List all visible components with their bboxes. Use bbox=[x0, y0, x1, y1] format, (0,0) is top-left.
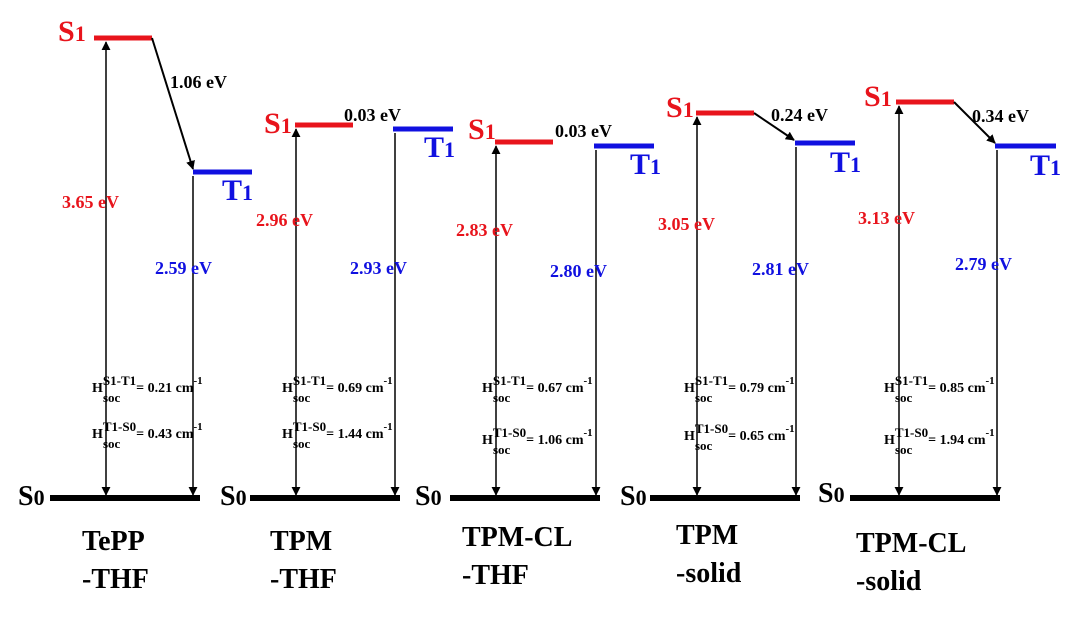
soc-t1s0-label: HT1-S0= 0.65 cm-1 bbox=[684, 421, 795, 444]
soc-s1t1-subscript: soc bbox=[493, 390, 511, 405]
s1-label: S1 bbox=[864, 80, 892, 113]
s1-energy-label: 2.96 eV bbox=[256, 210, 313, 230]
soc-t1s0-label: HT1-S0= 1.06 cm-1 bbox=[482, 425, 593, 448]
t1-energy-label: 2.80 eV bbox=[550, 261, 607, 281]
s1-label: S1 bbox=[666, 91, 694, 124]
panel-name-line2: -solid bbox=[856, 566, 922, 597]
soc-t1s0-subscript: soc bbox=[103, 436, 121, 451]
s1-label: S1 bbox=[58, 15, 86, 48]
t1-label: T1 bbox=[222, 174, 253, 207]
panel-name-line1: TPM-CL bbox=[856, 528, 966, 559]
panel-tpm-cl-thf: S1 T1 S0 2.83 eV 2.80 eV 0.03 eV HS1-T1=… bbox=[415, 113, 661, 591]
soc-t1s0-label: HT1-S0= 0.43 cm-1 bbox=[92, 419, 203, 442]
soc-s1t1-subscript: soc bbox=[895, 390, 913, 405]
t1-energy-label: 2.79 eV bbox=[955, 254, 1012, 274]
soc-s1t1-label: HS1-T1= 0.85 cm-1 bbox=[884, 373, 995, 396]
panel-name-line2: -solid bbox=[676, 558, 742, 589]
soc-t1s0-subscript: soc bbox=[293, 436, 311, 451]
soc-s1t1-subscript: soc bbox=[293, 390, 311, 405]
s1-energy-label: 3.65 eV bbox=[62, 192, 119, 212]
s0-label: S0 bbox=[818, 478, 845, 509]
soc-s1t1-label: HS1-T1= 0.21 cm-1 bbox=[92, 373, 203, 396]
isc-arrow bbox=[753, 112, 795, 141]
t1-label: T1 bbox=[630, 148, 661, 181]
s1-energy-label: 3.13 eV bbox=[858, 208, 915, 228]
panel-tepp-thf: S1 T1 S0 3.65 eV 2.59 eV 1.06 eV HS1-T1=… bbox=[18, 15, 253, 595]
s1-label: S1 bbox=[468, 113, 496, 146]
gap-energy-label: 1.06 eV bbox=[170, 72, 227, 92]
soc-t1s0-label: HT1-S0= 1.94 cm-1 bbox=[884, 425, 995, 448]
panel-name-line1: TePP bbox=[82, 526, 145, 557]
gap-energy-label: 0.24 eV bbox=[771, 105, 828, 125]
t1-label: T1 bbox=[424, 131, 455, 164]
panel-name-line1: TPM-CL bbox=[462, 522, 572, 553]
t1-energy-label: 2.93 eV bbox=[350, 258, 407, 278]
panel-tpm-cl-solid: S1 T1 S0 3.13 eV 2.79 eV 0.34 eV HS1-T1=… bbox=[818, 80, 1061, 597]
t1-energy-label: 2.81 eV bbox=[752, 259, 809, 279]
soc-s1t1-label: HS1-T1= 0.69 cm-1 bbox=[282, 373, 393, 396]
panel-name-line2: -THF bbox=[462, 560, 529, 591]
panel-name-line1: TPM bbox=[676, 520, 738, 551]
soc-s1t1-label: HS1-T1= 0.79 cm-1 bbox=[684, 373, 795, 396]
t1-energy-label: 2.59 eV bbox=[155, 258, 212, 278]
s0-label: S0 bbox=[18, 481, 45, 512]
soc-s1t1-subscript: soc bbox=[103, 390, 121, 405]
panel-tpm-solid: S1 T1 S0 3.05 eV 2.81 eV 0.24 eV HS1-T1=… bbox=[620, 91, 861, 589]
soc-s1t1-label: HS1-T1= 0.67 cm-1 bbox=[482, 373, 593, 396]
s0-label: S0 bbox=[620, 481, 647, 512]
panel-name-line1: TPM bbox=[270, 526, 332, 557]
s1-label: S1 bbox=[264, 107, 292, 140]
t1-label: T1 bbox=[1030, 149, 1061, 182]
soc-t1s0-label: HT1-S0= 1.44 cm-1 bbox=[282, 419, 393, 442]
s1-energy-label: 3.05 eV bbox=[658, 214, 715, 234]
gap-energy-label: 0.34 eV bbox=[972, 106, 1029, 126]
s0-label: S0 bbox=[415, 481, 442, 512]
gap-energy-label: 0.03 eV bbox=[344, 105, 401, 125]
panel-name-line2: -THF bbox=[82, 564, 149, 595]
panel-name-line2: -THF bbox=[270, 564, 337, 595]
isc-arrow bbox=[151, 37, 195, 170]
soc-s1t1-subscript: soc bbox=[695, 390, 713, 405]
s1-energy-label: 2.83 eV bbox=[456, 220, 513, 240]
soc-t1s0-subscript: soc bbox=[895, 442, 913, 457]
soc-t1s0-subscript: soc bbox=[493, 442, 511, 457]
gap-energy-label: 0.03 eV bbox=[555, 121, 612, 141]
soc-t1s0-subscript: soc bbox=[695, 438, 713, 453]
panel-tpm-thf: S1 T1 S0 2.96 eV 2.93 eV 0.03 eV HS1-T1=… bbox=[220, 105, 455, 595]
t1-label: T1 bbox=[830, 146, 861, 179]
s0-label: S0 bbox=[220, 481, 247, 512]
isc-arrow bbox=[953, 101, 996, 144]
